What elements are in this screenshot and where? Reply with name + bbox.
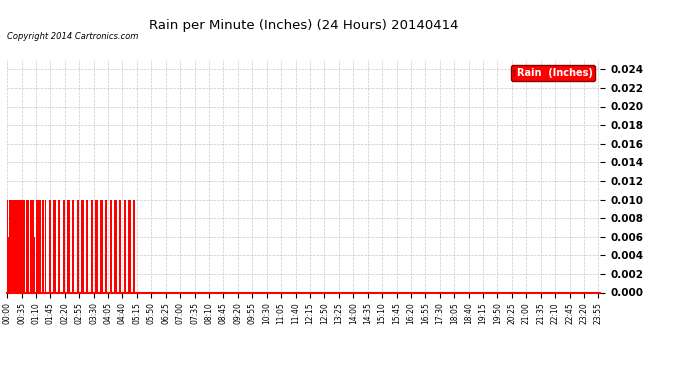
- Text: Rain per Minute (Inches) (24 Hours) 20140414: Rain per Minute (Inches) (24 Hours) 2014…: [149, 19, 458, 32]
- Text: Copyright 2014 Cartronics.com: Copyright 2014 Cartronics.com: [7, 32, 138, 41]
- Legend: Rain  (Inches): Rain (Inches): [511, 65, 595, 81]
